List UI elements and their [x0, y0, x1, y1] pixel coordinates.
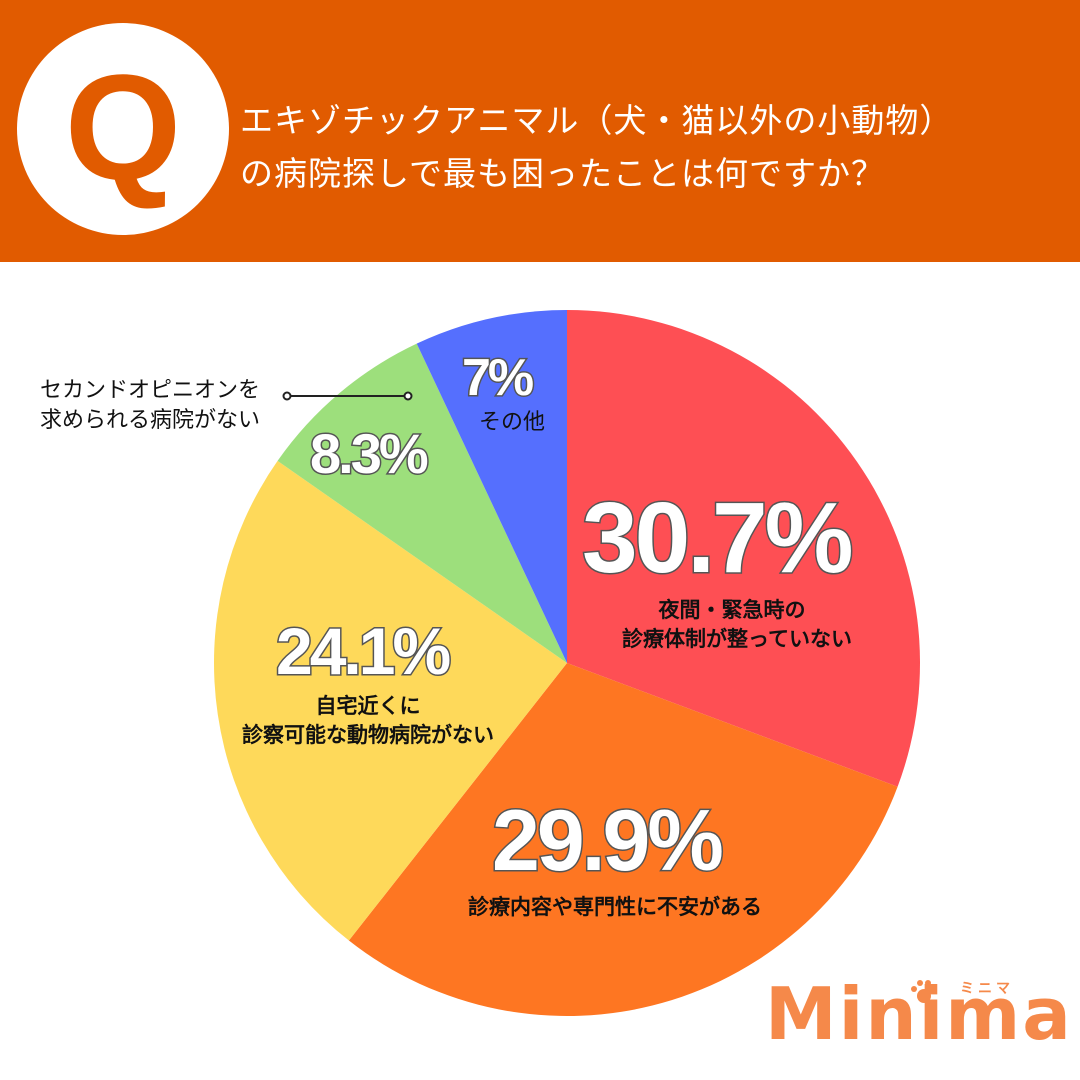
slice-pct-nearby: 24.1% [274, 614, 452, 688]
minima-logo-kana: ミニマ [960, 981, 1014, 997]
slice-label-nearby: 自宅近くに 診察可能な動物病院がない [238, 692, 498, 750]
slice-label-line: 求められる病院がない [40, 408, 261, 433]
callout-dot-start [282, 391, 292, 401]
slice-label-line: 夜間・緊急時の [658, 598, 806, 622]
slice-pct-night-emergency: 30.7% [581, 482, 856, 594]
question-title-line1: エキゾチックアニマル（犬・猫以外の小動物） [240, 101, 954, 140]
pie-slice [214, 460, 567, 941]
slice-pct-other: 7% [460, 349, 535, 407]
callout-dot-end [403, 391, 413, 401]
slice-label-line: 診療内容や専門性に不安がある [468, 895, 762, 919]
q-badge: Q [17, 23, 229, 235]
slice-pct-expertise: 29.9% [491, 793, 726, 889]
slice-label-other: その他 [462, 408, 562, 437]
slice-label-expertise: 診療内容や専門性に不安がある [455, 893, 775, 922]
slice-pct-second-opinion: 8.3% [309, 422, 431, 485]
slice-label-line: 自宅近くに [315, 694, 421, 718]
paw-icon [911, 980, 937, 1003]
q-letter: Q [64, 43, 182, 211]
header-banner: Q エキゾチックアニマル（犬・猫以外の小動物） の病院探しで最も困ったことは何で… [0, 0, 1080, 262]
pie-slice [416, 310, 567, 663]
slice-label-line: その他 [478, 410, 545, 435]
pie-slice [277, 343, 567, 663]
question-title-line2: の病院探しで最も困ったことは何ですか？ [240, 154, 886, 193]
slice-label-line: 診察可能な動物病院がない [242, 723, 494, 747]
pie-slice [567, 310, 920, 787]
minima-logo: Minima [765, 972, 1073, 1056]
slice-label-line: セカンドオピニオンを [40, 378, 261, 403]
slice-label-night-emergency: 夜間・緊急時の 診療体制が整っていない [622, 596, 852, 654]
slice-label-second-opinion: セカンドオピニオンを 求められる病院がない [40, 376, 260, 436]
question-title: エキゾチックアニマル（犬・猫以外の小動物） の病院探しで最も困ったことは何ですか… [240, 94, 953, 200]
slice-label-line: 診療体制が整っていない [622, 627, 852, 651]
pie-slice [348, 663, 898, 1016]
